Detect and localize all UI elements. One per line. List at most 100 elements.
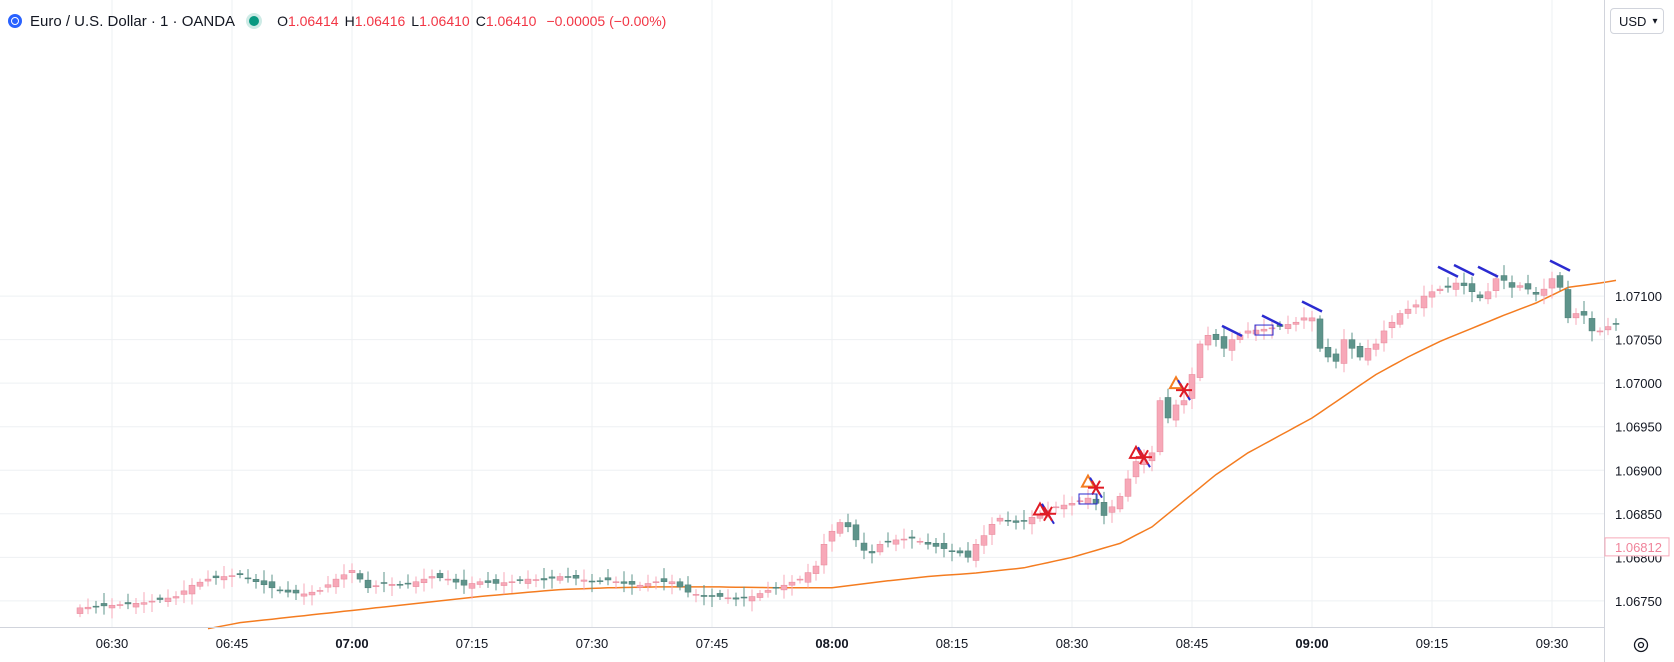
candle xyxy=(804,563,812,588)
price-tick-label: 1.06750 xyxy=(1615,594,1662,609)
candle-body xyxy=(428,576,436,579)
candle xyxy=(1156,397,1164,456)
candle-body xyxy=(844,522,852,528)
candle-body xyxy=(180,590,188,595)
candle-body xyxy=(1076,500,1084,502)
candle xyxy=(900,528,908,549)
signal-star-stroke xyxy=(1091,480,1101,496)
candle xyxy=(1004,511,1012,526)
candle-body xyxy=(508,581,516,583)
signal-star-marker xyxy=(1136,446,1152,468)
candle-body xyxy=(1372,343,1380,350)
candle-body xyxy=(76,607,84,614)
time-tick-label: 09:15 xyxy=(1416,636,1449,651)
candle xyxy=(1404,300,1412,319)
market-status-icon[interactable] xyxy=(249,16,260,26)
candle-body xyxy=(1492,278,1500,291)
candle-body xyxy=(1468,283,1476,292)
signal-star-stroke xyxy=(1043,506,1053,522)
candle-body xyxy=(1452,282,1460,290)
candle-body xyxy=(1516,285,1524,288)
candle xyxy=(820,533,828,574)
candle-body xyxy=(156,597,164,600)
candle xyxy=(420,568,428,592)
candle xyxy=(356,570,364,583)
candle xyxy=(740,586,748,607)
signal-star-marker xyxy=(1088,477,1104,499)
candle xyxy=(132,598,140,615)
candle-body xyxy=(1436,288,1444,291)
candle-body xyxy=(308,591,316,596)
candle-body xyxy=(532,579,540,581)
candle-body xyxy=(596,580,604,582)
candle xyxy=(220,566,228,589)
candle-body xyxy=(244,577,252,580)
candle-body xyxy=(724,597,732,600)
candle xyxy=(1196,340,1204,382)
candle xyxy=(580,569,588,591)
candle xyxy=(1516,282,1524,291)
candle xyxy=(180,580,188,604)
candle-body xyxy=(1132,461,1140,478)
candle xyxy=(436,569,444,582)
candle-body xyxy=(1060,504,1068,510)
candle-body xyxy=(292,589,300,594)
candle xyxy=(1508,275,1516,298)
candle xyxy=(1084,489,1092,510)
candle-body xyxy=(260,580,268,586)
ohlc-high: H1.06416 xyxy=(344,13,406,29)
candle xyxy=(524,570,532,589)
currency-button[interactable]: USD ▾ xyxy=(1610,8,1664,34)
candle-body xyxy=(900,538,908,541)
price-axis: 1.067501.068001.068501.069001.069501.070… xyxy=(1604,0,1670,662)
candle-body xyxy=(1260,328,1268,332)
candle xyxy=(1204,326,1212,351)
candle-body xyxy=(1532,292,1540,295)
candle-body xyxy=(700,595,708,597)
candle xyxy=(172,591,180,606)
candle-body xyxy=(196,581,204,587)
candle xyxy=(428,569,436,589)
candle xyxy=(956,547,964,557)
candle-body xyxy=(100,603,108,607)
chart-settings-button[interactable] xyxy=(1628,632,1654,658)
candle-body xyxy=(1292,321,1300,325)
candle xyxy=(612,576,620,590)
candle-body xyxy=(1052,506,1060,509)
candle-body xyxy=(876,544,884,553)
candle xyxy=(940,532,948,558)
candle xyxy=(404,574,412,589)
candle xyxy=(972,539,980,568)
signal-star-marker xyxy=(1040,503,1056,525)
candle-body xyxy=(1588,318,1596,332)
candle xyxy=(852,519,860,547)
candle xyxy=(1284,315,1292,334)
moving-average-line xyxy=(207,279,1617,630)
candle xyxy=(164,589,172,607)
chart-grid xyxy=(0,0,1604,627)
candle-body xyxy=(868,551,876,554)
candle xyxy=(596,577,604,585)
candle xyxy=(140,592,148,614)
candle-body xyxy=(1012,520,1020,523)
ohlc-close: C1.06410 xyxy=(475,13,537,29)
candle-body xyxy=(388,584,396,586)
candle-body xyxy=(548,576,556,579)
symbol-title[interactable]: Euro / U.S. Dollar · 1 · OANDA xyxy=(30,12,236,30)
candle xyxy=(1292,316,1300,332)
candle-body xyxy=(916,540,924,543)
candle xyxy=(1500,265,1508,290)
candle-body xyxy=(1068,503,1076,506)
candle xyxy=(1460,272,1468,295)
candle-body xyxy=(268,581,276,589)
time-tick-label: 07:00 xyxy=(335,636,368,651)
candle xyxy=(276,586,284,594)
candle xyxy=(116,601,124,609)
candle-body xyxy=(1604,326,1612,331)
time-tick-label: 08:15 xyxy=(936,636,969,651)
candle xyxy=(1188,367,1196,409)
candle xyxy=(716,589,724,601)
candle-body xyxy=(1220,336,1228,349)
candle xyxy=(764,581,772,598)
